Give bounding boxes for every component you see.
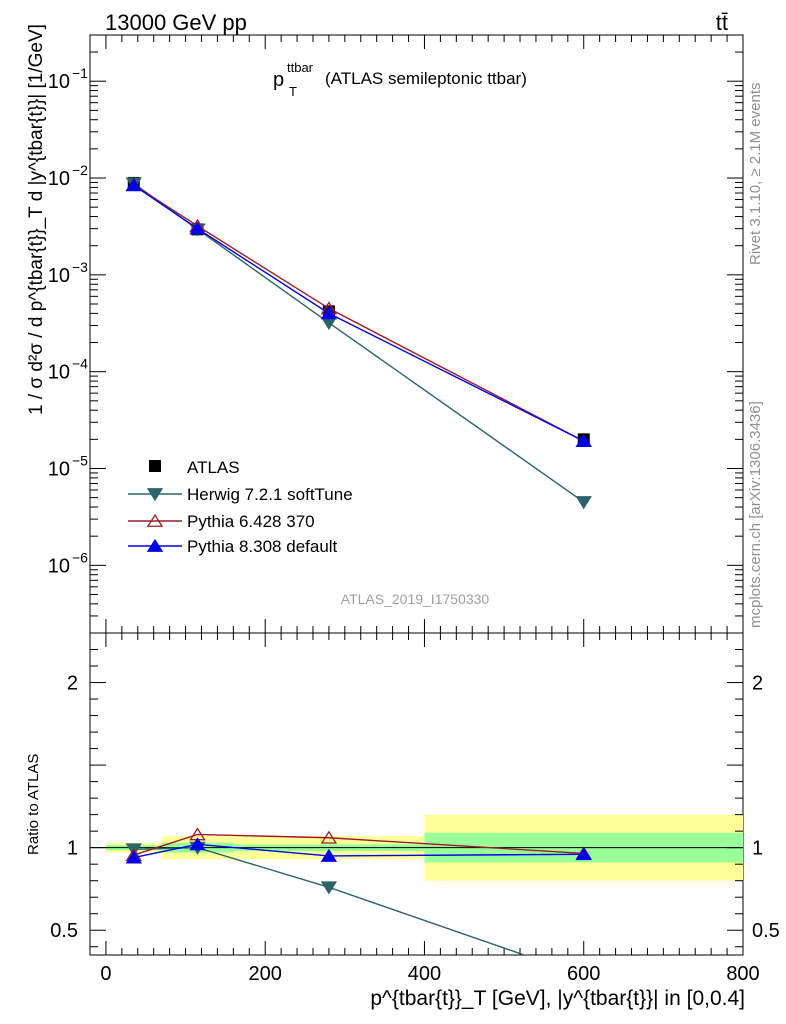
series-line-ratio xyxy=(133,833,584,856)
y-main-tick-label: 10 xyxy=(48,71,70,93)
series-point-main xyxy=(575,496,592,510)
y-main-tick-exponent: −4 xyxy=(72,356,88,372)
x-ticks: 0 200 400 600 800 xyxy=(100,35,760,985)
series-point-main xyxy=(189,221,206,235)
series-line-ratio xyxy=(133,846,527,955)
series-line-main xyxy=(133,184,585,442)
analysis-id: ATLAS_2019_I1750330 xyxy=(341,591,490,607)
legend-marker xyxy=(146,488,164,502)
series-point-ratio xyxy=(320,881,338,895)
y-ratio-tick-label: 1 xyxy=(67,838,78,860)
y-main-tick-label: 10 xyxy=(48,265,70,287)
y-main-tick-exponent: −2 xyxy=(72,162,88,178)
series-point-ratio xyxy=(320,830,338,844)
legend-marker-atlas xyxy=(149,460,161,472)
legend-marker xyxy=(146,513,164,527)
legend-marker xyxy=(146,538,164,552)
legend: ATLAS Herwig 7.2.1 softTune Pythia 6.428 3… xyxy=(128,458,353,556)
y-main-tick-label: 10 xyxy=(48,168,70,190)
ratio-bands xyxy=(90,814,743,881)
analysis-title-sub: T xyxy=(289,84,297,99)
series-line-ratio xyxy=(133,843,584,859)
y-ratio-tick-label: 2 xyxy=(67,673,78,695)
y-main-label: 1 / σ d²σ / d p^{tbar{t}}_T d |y^{tbar{t… xyxy=(26,24,47,415)
analysis-title-main: p xyxy=(273,69,284,91)
analysis-title: p ttbar T (ATLAS semileptonic ttbar) xyxy=(273,60,527,99)
y-main-tick-label: 10 xyxy=(48,555,70,577)
energy-label: 13000 GeV pp xyxy=(105,10,247,35)
rivet-label: Rivet 3.1.10, ≥ 2.1M events xyxy=(747,83,764,266)
y-main-tick-label: 10 xyxy=(48,458,70,480)
y-ratio-tick-label-right: 1 xyxy=(752,838,763,860)
y-ratio-label: Ratio to ATLAS xyxy=(25,754,42,855)
analysis-title-rest: (ATLAS semileptonic ttbar) xyxy=(325,69,527,88)
main-series xyxy=(125,176,592,510)
y-main-tick-exponent: −6 xyxy=(72,549,88,565)
legend-label: Pythia 6.428 370 xyxy=(187,512,315,531)
x-tick-label: 400 xyxy=(408,963,441,985)
ratio-ticks: 0.5 0.5 1 1 2 2 xyxy=(50,632,780,948)
ratio-series xyxy=(125,827,592,955)
series-point-ratio xyxy=(125,850,142,864)
mcplots-label: mcplots.cern.ch [arXiv:1306.3436] xyxy=(747,401,764,628)
analysis-title-sup: ttbar xyxy=(287,60,314,75)
y-ratio-tick-label: 0.5 xyxy=(50,920,78,942)
y-ratio-tick-label-right: 0.5 xyxy=(752,920,780,942)
x-label: p^{tbar{t}}_T [GeV], |y^{tbar{t}}| in [0… xyxy=(370,987,745,1010)
x-tick-label: 0 xyxy=(100,963,111,985)
x-tick-label: 600 xyxy=(567,963,600,985)
series-point-main xyxy=(575,433,592,447)
x-tick-label: 200 xyxy=(249,963,282,985)
series-point-ratio xyxy=(575,847,592,861)
series-point-ratio xyxy=(189,837,206,851)
y-main-tick-exponent: −3 xyxy=(72,259,88,275)
legend-label: Pythia 8.308 default xyxy=(187,537,338,556)
legend-label: Herwig 7.2.1 softTune xyxy=(187,485,353,504)
y-ratio-tick-label-right: 2 xyxy=(752,673,763,695)
y-main-tick-label: 10 xyxy=(48,362,70,384)
series-point-main xyxy=(125,178,142,192)
y-main-tick-exponent: −5 xyxy=(72,452,88,468)
main-ticks: 10−610−510−410−310−210−1 xyxy=(48,51,743,634)
legend-label-atlas: ATLAS xyxy=(187,458,240,477)
series-line-main xyxy=(133,184,585,442)
y-main-tick-exponent: −1 xyxy=(72,65,88,81)
series-point-main xyxy=(320,306,338,320)
process-label: tt̄ xyxy=(716,10,728,35)
ratio-frame xyxy=(89,632,744,956)
x-tick-label: 800 xyxy=(726,963,759,985)
series-point-ratio xyxy=(320,848,338,862)
